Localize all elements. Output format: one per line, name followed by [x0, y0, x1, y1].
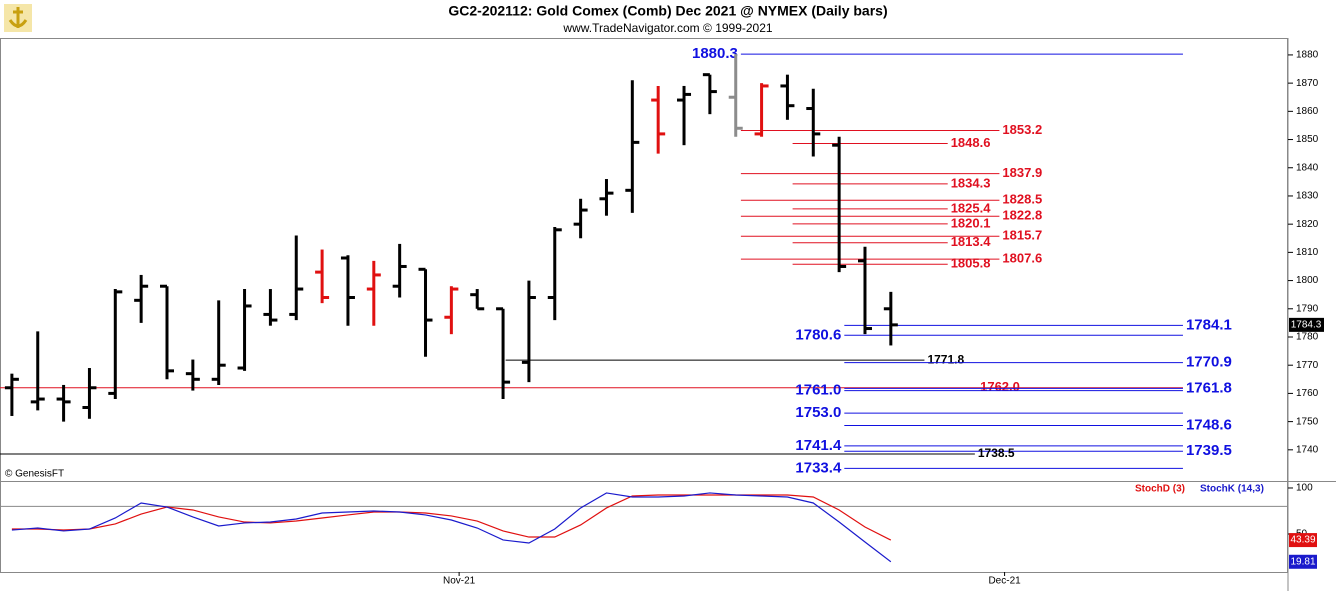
level-label: 1738.5: [978, 446, 1015, 460]
level-label: 1739.5: [1186, 442, 1232, 459]
stoch-line: [11, 492, 892, 563]
level-label: 1880.3: [692, 45, 738, 62]
level-label: 1780.6: [795, 326, 841, 343]
level-label: 1834.3: [951, 175, 991, 190]
level-label: 1848.6: [951, 135, 991, 150]
last-value-label: 19.81: [1290, 556, 1315, 567]
level-label: 1770.9: [1186, 354, 1232, 371]
y-tick-label: 1780: [1296, 332, 1319, 343]
last-value-label: 43.39: [1290, 535, 1315, 546]
x-tick-label: Nov-21: [443, 576, 476, 587]
level-label: 1813.4: [951, 234, 992, 249]
level-label: 1741.4: [795, 437, 842, 454]
last-value-box: [1289, 554, 1317, 569]
level-label: 1828.5: [1002, 192, 1042, 207]
level-label: 1784.1: [1186, 316, 1232, 333]
level-label: 1837.9: [1002, 165, 1042, 180]
level-label: 1761.0: [795, 382, 841, 399]
x-tick-label: Dec-21: [988, 576, 1021, 587]
level-label: 1825.4: [951, 200, 992, 215]
y-tick-label: 1810: [1296, 247, 1319, 258]
level-label: 1761.8: [1186, 379, 1232, 396]
y-tick-label: 1820: [1296, 219, 1319, 230]
last-price-box: [1289, 317, 1324, 332]
y-tick-label: 1840: [1296, 162, 1319, 173]
chart-title: GC2-202112: Gold Comex (Comb) Dec 2021 @…: [448, 3, 887, 19]
y-tick-label: 1770: [1296, 360, 1319, 371]
level-label: 1853.2: [1002, 122, 1042, 137]
y-tick-label: 1880: [1296, 50, 1319, 61]
level-label: 1805.8: [951, 256, 991, 271]
y-tick-label: 1800: [1296, 275, 1319, 286]
y-tick-label: 1850: [1296, 134, 1319, 145]
last-price-label: 1784.3: [1291, 320, 1322, 331]
y-tick-label: 1750: [1296, 416, 1319, 427]
level-label: 1753.0: [795, 404, 841, 421]
legend-entry: StochD (3): [1135, 484, 1185, 495]
level-label: 1762.0: [980, 379, 1020, 394]
y-tick-label: 1860: [1296, 106, 1319, 117]
source-note: © GenesisFT: [5, 469, 64, 480]
y-tick-label: 1830: [1296, 191, 1319, 202]
last-value-box: [1289, 533, 1317, 548]
y-tick-label: 1760: [1296, 388, 1319, 399]
logo: [4, 4, 32, 32]
level-label: 1807.6: [1002, 251, 1042, 266]
legend-entry: StochK (14,3): [1200, 484, 1264, 495]
level-label: 1733.4: [795, 459, 842, 476]
y-tick-label: 1790: [1296, 303, 1319, 314]
level-label: 1771.8: [927, 352, 964, 366]
chart-subtitle: www.TradeNavigator.com © 1999-2021: [562, 21, 772, 35]
level-label: 1815.7: [1002, 228, 1042, 243]
y-tick-label: 1870: [1296, 78, 1319, 89]
level-label: 1748.6: [1186, 417, 1232, 434]
y-tick-label: 100: [1296, 483, 1313, 494]
y-tick-label: 1740: [1296, 444, 1319, 455]
level-label: 1820.1: [951, 215, 991, 230]
level-label: 1822.8: [1002, 208, 1042, 223]
